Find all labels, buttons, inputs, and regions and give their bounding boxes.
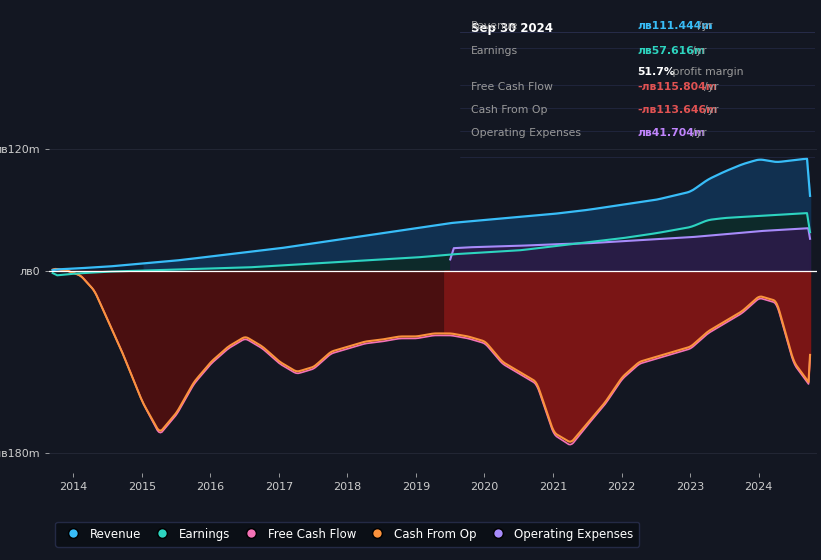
Text: Operating Expenses: Operating Expenses bbox=[470, 128, 580, 138]
Text: Earnings: Earnings bbox=[470, 45, 518, 55]
Text: /yr: /yr bbox=[692, 45, 707, 55]
Text: Sep 30 2024: Sep 30 2024 bbox=[470, 22, 553, 35]
Text: Revenue: Revenue bbox=[470, 21, 518, 31]
Text: -лв115.804m: -лв115.804m bbox=[637, 82, 718, 92]
Text: /yr: /yr bbox=[704, 105, 718, 115]
Text: /yr: /yr bbox=[698, 21, 713, 31]
Text: лв41.704m: лв41.704m bbox=[637, 128, 705, 138]
Text: Cash From Op: Cash From Op bbox=[470, 105, 547, 115]
Text: -лв113.646m: -лв113.646m bbox=[637, 105, 718, 115]
Text: лв111.444m: лв111.444m bbox=[637, 21, 713, 31]
Text: /yr: /yr bbox=[692, 128, 707, 138]
Text: Free Cash Flow: Free Cash Flow bbox=[470, 82, 553, 92]
Legend: Revenue, Earnings, Free Cash Flow, Cash From Op, Operating Expenses: Revenue, Earnings, Free Cash Flow, Cash … bbox=[55, 522, 640, 547]
Text: лв57.616m: лв57.616m bbox=[637, 45, 705, 55]
Text: /yr: /yr bbox=[704, 82, 718, 92]
Text: profit margin: profit margin bbox=[669, 67, 744, 77]
Text: 51.7%: 51.7% bbox=[637, 67, 676, 77]
